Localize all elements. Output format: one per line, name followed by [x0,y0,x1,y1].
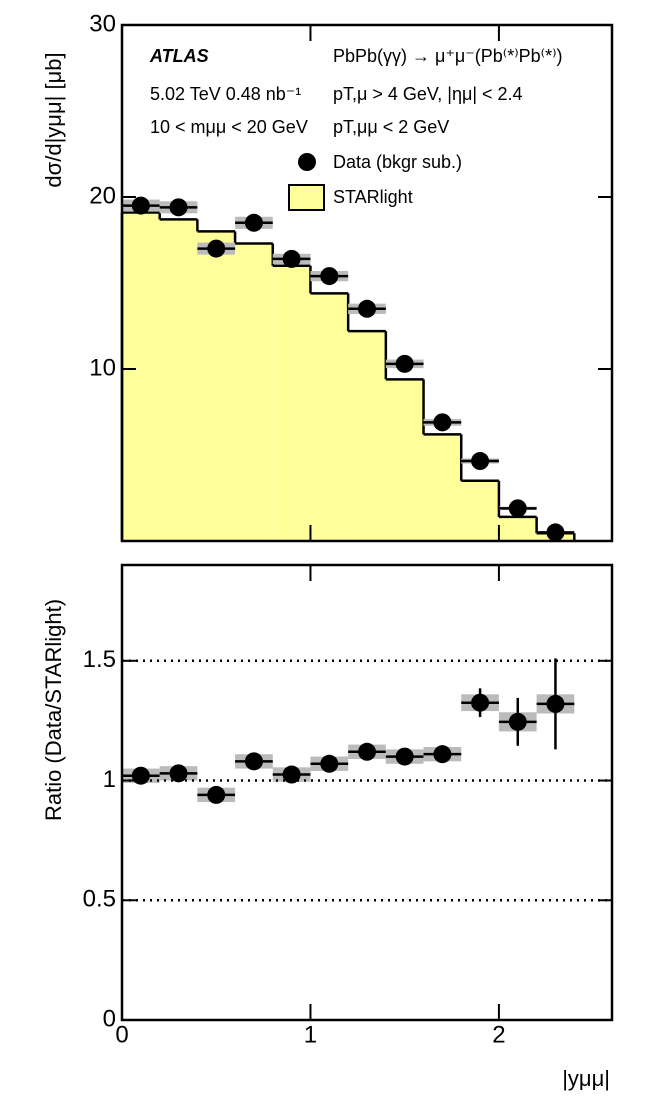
legend-label: STARlight [333,187,413,207]
hist-bar [272,265,311,541]
data-point [358,299,376,318]
data-point [508,499,527,518]
data-point [244,752,263,771]
data-point [244,213,263,232]
plot-frame [120,563,614,1022]
hist-bar [159,219,198,542]
data-point [433,413,452,432]
x-axis-label: |yμμ| [562,1066,610,1091]
annotation: PbPb(γγ) → μ⁺μ⁻(Pb⁽*⁾Pb⁽*⁾) [333,46,562,66]
data-point [395,747,414,766]
legend-marker [298,153,316,171]
y-tick-label: 1.5 [83,646,116,673]
y-axis-label: dσ/d|yμμ| [μb] [41,52,66,187]
data-point [508,712,527,731]
plot-frame [120,23,614,543]
hist-bar [498,516,537,541]
annotation: 10 < mμμ < 20 GeV [150,117,308,137]
x-tick-label: 0 [115,1021,128,1048]
data-point [320,754,339,773]
annotation: pT,μ > 4 GeV, |ημ| < 2.4 [333,84,523,104]
data-point [320,267,339,286]
experiment-label: ATLAS [149,46,209,66]
data-point [395,354,414,373]
y-tick-label: 20 [89,182,116,209]
hist-bar [348,331,386,541]
data-point [433,745,452,764]
y-tick-label: 1 [103,766,116,793]
hist-bar [197,231,236,541]
data-point [207,785,226,804]
x-tick-label: 1 [304,1021,317,1048]
data-point [169,198,188,217]
y-axis-label: Ratio (Data/STARlight) [41,599,66,821]
annotation: pT,μμ < 2 GeV [333,117,449,137]
annotation: 5.02 TeV 0.48 nb⁻¹ [150,84,301,104]
hist-bar [122,212,160,542]
y-tick-label: 0 [103,1005,116,1032]
legend-label: Data (bkgr sub.) [333,152,462,172]
hist-bar [310,293,349,541]
data-point [471,452,490,471]
hist-bar [461,480,499,541]
data-point [358,742,376,761]
data-point [169,764,188,783]
hist-bar [235,243,273,541]
legend-swatch [288,184,325,211]
data-point [131,196,150,215]
data-point [471,693,490,712]
y-tick-label: 30 [89,10,116,37]
hist-bar [423,434,462,541]
data-point [207,239,226,258]
data-point [546,523,565,542]
data-point [282,765,301,784]
data-point [131,766,150,785]
y-tick-label: 0.5 [83,886,116,913]
data-point [282,249,301,268]
hist-bar [385,379,424,541]
x-tick-label: 2 [492,1021,505,1048]
y-tick-label: 10 [89,354,116,381]
data-point [546,694,565,713]
